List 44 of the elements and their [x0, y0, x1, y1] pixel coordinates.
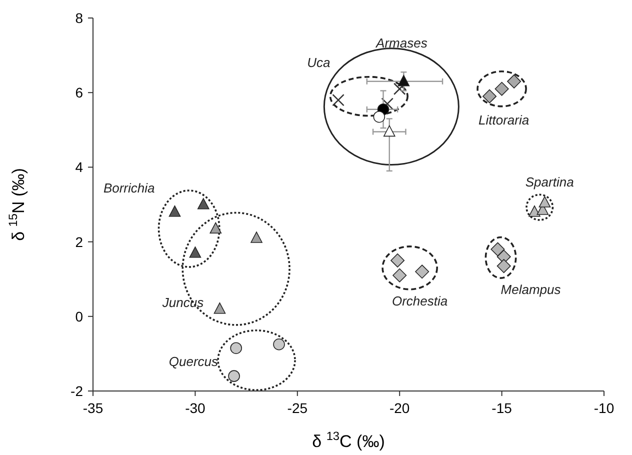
- point: [507, 74, 522, 88]
- point: [393, 82, 406, 96]
- point: [168, 206, 181, 217]
- point: [415, 264, 430, 279]
- series-label: Uca: [307, 54, 330, 70]
- point: [273, 338, 285, 350]
- point: [332, 94, 344, 106]
- x-tick-label: -30: [185, 400, 206, 416]
- x-tick-label: -25: [287, 400, 308, 416]
- point: [250, 232, 262, 243]
- y-tick-label: 4: [75, 159, 84, 176]
- y-tick-label: -2: [70, 383, 84, 399]
- point: [381, 98, 394, 110]
- y-tick-label: 6: [75, 84, 84, 101]
- y-tick-label: 8: [75, 10, 84, 26]
- x-tick-label: -35: [82, 400, 104, 416]
- x-axis-title: δ $^{13}$C (‰): [312, 429, 385, 451]
- x-tick-label: -15: [492, 400, 512, 416]
- point: [228, 370, 240, 382]
- point: [398, 74, 410, 86]
- point: [496, 259, 511, 274]
- point: [383, 125, 396, 137]
- x-tick-label: -10: [594, 400, 614, 416]
- x-tick-label: -20: [389, 400, 410, 416]
- point: [197, 198, 210, 210]
- series-label: Spartina: [525, 174, 574, 190]
- point: [373, 110, 386, 123]
- series-label: Quercus: [168, 354, 219, 370]
- point: [230, 342, 242, 354]
- point: [490, 242, 505, 256]
- series-label: Melampus: [500, 282, 562, 298]
- text: Armases: [375, 35, 428, 50]
- y-tick-label: 2: [75, 234, 84, 250]
- point: [214, 302, 226, 314]
- series-label: Borrichia: [103, 180, 155, 196]
- point: [392, 268, 407, 282]
- series-label: Orchestia: [392, 293, 448, 308]
- point: [210, 222, 222, 234]
- point: [189, 246, 202, 258]
- series-label: Juncus: [161, 294, 204, 310]
- point: [482, 89, 497, 104]
- y-tick-label: 0: [75, 308, 84, 324]
- point: [390, 253, 405, 268]
- series-label: Littoraria: [478, 112, 530, 128]
